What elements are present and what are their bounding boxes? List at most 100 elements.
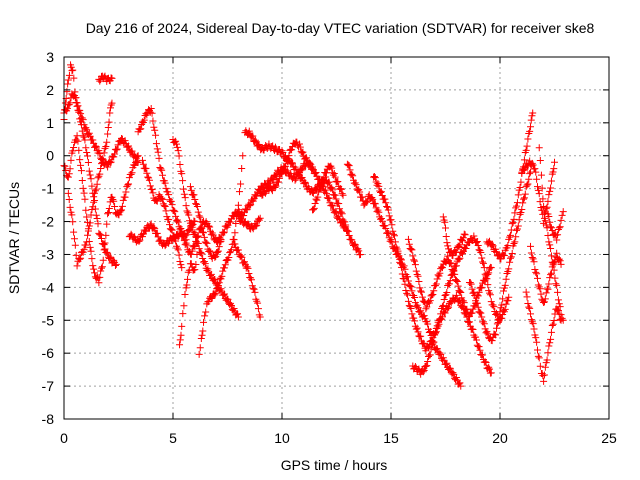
data-point — [272, 182, 280, 190]
data-point — [378, 192, 386, 200]
data-point — [485, 363, 493, 371]
data-point — [105, 157, 113, 165]
data-point — [220, 229, 228, 237]
data-point — [216, 274, 224, 282]
data-point — [62, 167, 70, 175]
data-point — [84, 152, 92, 160]
data-point — [83, 213, 91, 221]
data-point — [371, 174, 379, 182]
data-point — [74, 102, 82, 110]
data-point — [148, 186, 156, 194]
data-point — [482, 329, 490, 337]
series-s18 — [343, 160, 465, 390]
data-point — [481, 358, 489, 366]
data-point — [325, 178, 333, 186]
series-s9 — [169, 136, 242, 321]
data-point — [505, 293, 513, 301]
data-point — [493, 324, 501, 332]
data-point — [338, 190, 346, 198]
data-point — [449, 369, 457, 377]
data-point — [97, 234, 105, 242]
data-point — [174, 246, 182, 254]
data-point — [195, 212, 203, 220]
data-point — [472, 239, 480, 247]
data-point — [109, 195, 117, 203]
data-point — [545, 212, 553, 220]
data-point — [89, 262, 97, 270]
data-point — [535, 354, 543, 362]
data-point — [186, 222, 194, 230]
data-point — [251, 137, 259, 145]
data-point — [252, 222, 260, 230]
data-point — [147, 220, 155, 228]
data-point — [101, 245, 109, 253]
data-point — [325, 194, 333, 202]
data-point — [529, 109, 537, 117]
data-point — [383, 203, 391, 211]
data-point — [355, 247, 363, 255]
data-point — [110, 197, 118, 205]
data-point — [67, 156, 75, 164]
data-point — [386, 237, 394, 245]
data-point — [471, 291, 479, 299]
data-point — [281, 163, 289, 171]
data-point — [198, 224, 206, 232]
data-point — [523, 142, 531, 150]
data-point — [489, 301, 497, 309]
data-point — [553, 249, 561, 257]
data-point — [144, 173, 152, 181]
data-point — [155, 154, 163, 162]
data-point — [543, 356, 551, 364]
data-point — [426, 297, 434, 305]
data-point — [545, 238, 553, 246]
data-point — [338, 210, 346, 218]
data-point — [292, 165, 300, 173]
data-point — [73, 262, 81, 270]
data-point — [496, 308, 504, 316]
data-point — [443, 289, 451, 297]
data-point — [475, 308, 483, 316]
data-point — [250, 285, 258, 293]
data-point — [334, 178, 342, 186]
data-point — [178, 264, 186, 272]
data-point — [182, 236, 190, 244]
data-point — [70, 235, 78, 243]
data-point — [557, 311, 565, 319]
data-point — [397, 263, 405, 271]
data-point — [181, 241, 189, 249]
data-point — [253, 221, 261, 229]
data-point — [89, 203, 97, 211]
data-point — [452, 248, 460, 256]
data-point — [105, 204, 113, 212]
data-point — [520, 165, 528, 173]
series-s23 — [465, 168, 535, 345]
data-point — [149, 189, 157, 197]
data-point — [183, 241, 191, 249]
data-point — [535, 190, 543, 198]
data-point — [370, 173, 378, 181]
data-point — [407, 304, 415, 312]
data-point — [348, 170, 356, 178]
data-point — [170, 207, 178, 215]
data-point — [101, 239, 109, 247]
data-point — [534, 186, 542, 194]
data-point — [117, 207, 125, 215]
data-point — [440, 295, 448, 303]
data-point — [184, 275, 192, 283]
data-point — [131, 233, 139, 241]
data-point — [92, 143, 100, 151]
data-point — [159, 171, 167, 179]
data-point — [484, 270, 492, 278]
data-point — [107, 74, 115, 82]
data-point — [532, 168, 540, 176]
data-point — [224, 295, 232, 303]
data-point — [84, 227, 92, 235]
data-point — [527, 123, 535, 131]
data-point — [100, 73, 108, 81]
series-s13 — [230, 240, 264, 321]
data-point — [67, 63, 75, 71]
data-point — [523, 181, 531, 189]
data-point — [542, 289, 550, 297]
data-point — [329, 202, 337, 210]
data-point — [146, 108, 154, 116]
